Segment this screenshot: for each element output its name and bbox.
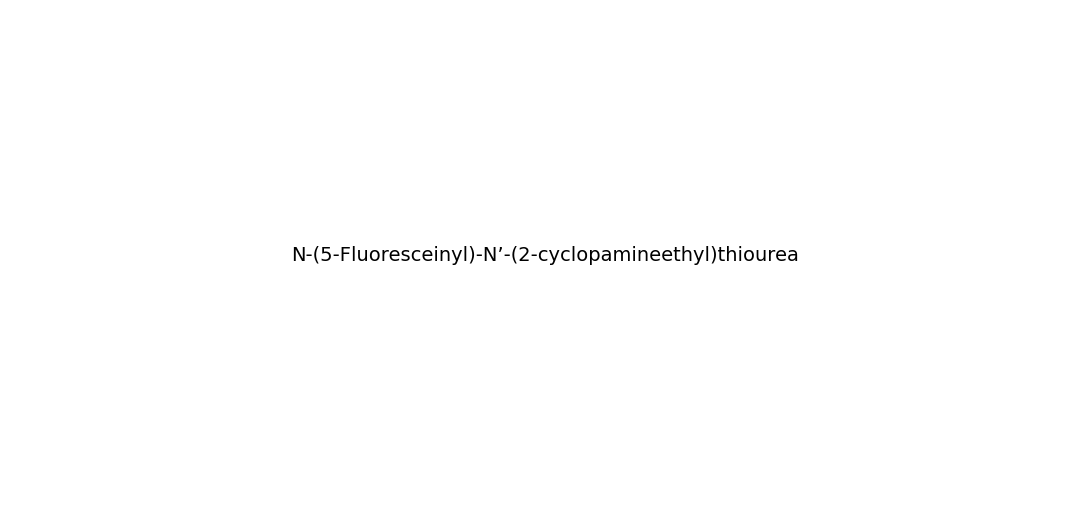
Text: N-(5-Fluoresceinyl)-N’-(2-cyclopamineethyl)thiourea: N-(5-Fluoresceinyl)-N’-(2-cyclopamineeth… xyxy=(291,246,800,265)
